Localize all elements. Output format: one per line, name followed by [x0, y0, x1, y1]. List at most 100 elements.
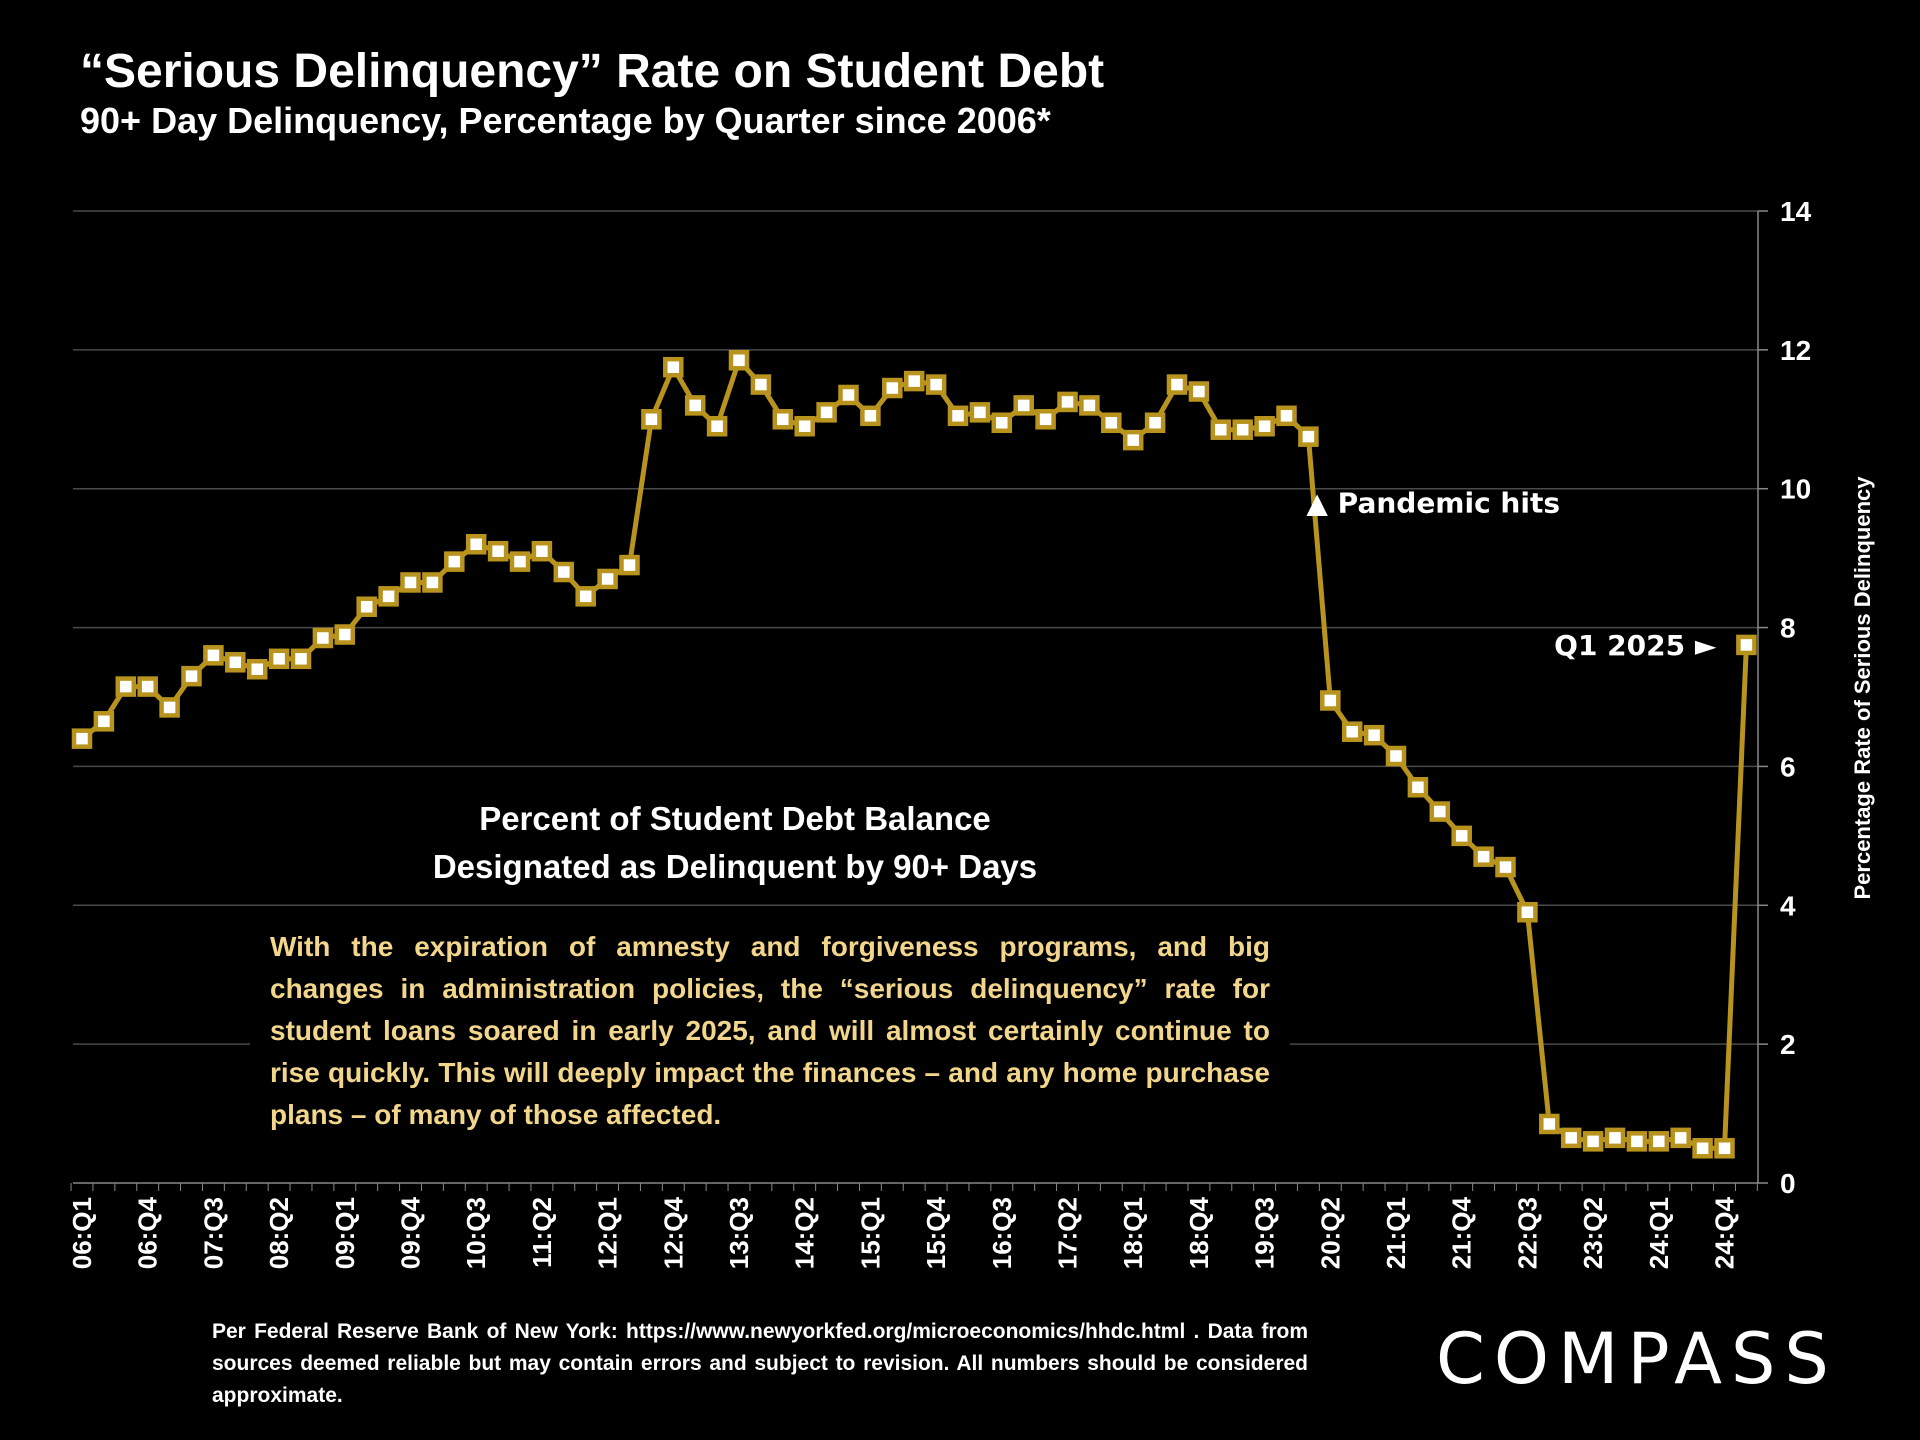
x-tick-label: 11:Q2 [527, 1197, 557, 1268]
x-tick-label: 19:Q3 [1250, 1197, 1280, 1269]
y-axis-title: Percentage Rate of Serious Delinquency [1850, 476, 1875, 900]
y-tick-label: 4 [1780, 890, 1796, 921]
y-tick-label: 2 [1780, 1029, 1796, 1060]
data-point [1582, 1131, 1604, 1152]
data-point [1560, 1127, 1582, 1149]
annotations: ▲ Pandemic hits Q1 2025 ► [1306, 487, 1716, 662]
data-point [1517, 901, 1538, 923]
x-tick-label: 16:Q3 [987, 1197, 1017, 1269]
data-point [356, 596, 377, 617]
x-tick-label: 24:Q1 [1644, 1197, 1674, 1269]
data-point [444, 551, 465, 572]
data-point [1714, 1138, 1735, 1159]
x-tick-label: 21:Q4 [1447, 1196, 1477, 1269]
data-point [1166, 374, 1188, 395]
gridlines [73, 210, 1758, 1045]
data-point [1341, 721, 1363, 742]
data-point [750, 374, 772, 395]
data-point [400, 572, 421, 593]
data-point [246, 658, 268, 680]
annotation-q1-2025: Q1 2025 ► [1554, 629, 1717, 662]
data-point [181, 665, 202, 687]
data-point [1692, 1138, 1713, 1159]
data-point [619, 554, 640, 576]
data-point [706, 415, 728, 437]
data-point [1473, 846, 1494, 867]
data-point [422, 572, 443, 593]
data-point [71, 728, 93, 749]
data-point [1385, 745, 1407, 767]
x-tick-label: 09:Q1 [330, 1197, 360, 1269]
data-point [794, 415, 815, 437]
x-tick-label: 24:Q4 [1710, 1196, 1740, 1269]
data-point [1210, 419, 1232, 440]
y-tick-label: 10 [1780, 474, 1811, 505]
data-point [509, 551, 531, 572]
y-tick-label: 12 [1780, 335, 1811, 366]
data-point [1057, 391, 1078, 413]
data-point [1298, 426, 1319, 447]
data-point [728, 350, 750, 371]
data-point [1122, 429, 1144, 451]
data-point [1539, 1113, 1560, 1135]
data-point [93, 711, 115, 732]
x-tick-label: 06:Q4 [133, 1196, 163, 1269]
data-point [947, 405, 969, 427]
data-point [1144, 412, 1166, 434]
data-point [1013, 395, 1034, 416]
data-point [925, 374, 947, 395]
data-point [290, 648, 312, 670]
data-point [1736, 634, 1757, 656]
x-tick-label: 22:Q3 [1512, 1197, 1542, 1269]
data-point [203, 645, 224, 666]
chart-note-heading-line2: Designated as Delinquent by 90+ Days [432, 848, 1038, 885]
chart-note-body: With the expiration of amnesty and forgi… [250, 922, 1290, 1144]
compass-logo: COMPASS [1436, 1318, 1838, 1400]
source-footnote: Per Federal Reserve Bank of New York: ht… [212, 1320, 1308, 1407]
data-point [1451, 825, 1472, 847]
data-point [465, 534, 487, 555]
data-point [1254, 415, 1275, 437]
x-tick-label: 15:Q4 [921, 1196, 951, 1269]
data-point [487, 540, 509, 562]
x-tick-label: 23:Q2 [1578, 1197, 1608, 1269]
data-point [531, 540, 553, 562]
y-tick-label: 14 [1780, 196, 1812, 227]
x-tick-label: 10:Q3 [461, 1197, 491, 1269]
data-point [268, 648, 290, 670]
axes: 0 2 4 6 8 10 12 14 Percentage Rate of Serious De… [67, 196, 1875, 1269]
data-point [1079, 395, 1100, 416]
data-point [1035, 409, 1056, 430]
x-tick-label: 07:Q3 [198, 1197, 228, 1269]
data-point [1495, 856, 1516, 878]
data-point [553, 561, 575, 583]
data-point [334, 624, 356, 645]
page-subtitle: 90+ Day Delinquency, Percentage by Quart… [80, 100, 1051, 141]
data-point [903, 370, 925, 392]
chart-note-heading-line1: Percent of Student Debt Balance [479, 800, 991, 837]
data-point [225, 652, 246, 673]
data-point [1188, 381, 1210, 402]
x-tick-label: 06:Q1 [67, 1197, 97, 1269]
data-point [684, 395, 706, 416]
data-point [663, 356, 684, 378]
chart-note-heading: Percent of Student Debt Balance Designat… [335, 795, 1135, 891]
data-point [860, 405, 881, 427]
x-tick-label: 12:Q4 [658, 1196, 688, 1269]
data-point [641, 409, 662, 430]
data-point [1276, 405, 1297, 427]
page-title: “Serious Delinquency” Rate on Student De… [80, 45, 1105, 98]
series [71, 350, 1757, 1159]
data-point [597, 568, 618, 590]
x-tick-label: 08:Q2 [264, 1197, 294, 1269]
x-tick-label: 09:Q4 [396, 1196, 426, 1269]
data-point [378, 586, 399, 607]
data-point [137, 676, 158, 697]
data-point [575, 586, 596, 607]
x-tick-label: 20:Q2 [1315, 1197, 1345, 1269]
y-tick-label: 6 [1780, 751, 1796, 782]
data-point [1407, 777, 1429, 798]
data-point [1232, 419, 1253, 440]
data-point [1429, 801, 1451, 822]
